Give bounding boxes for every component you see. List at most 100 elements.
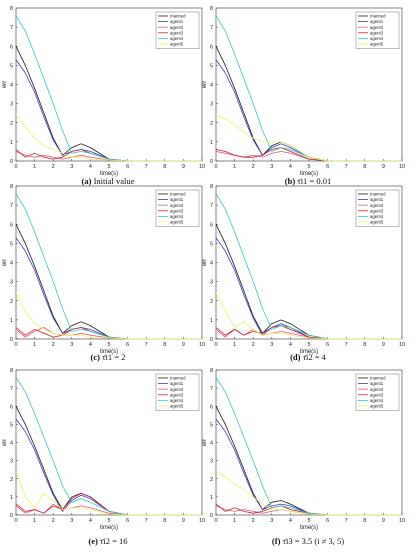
y-tick-label: 7	[210, 203, 213, 209]
x-axis-label: time(s)	[100, 171, 118, 177]
y-tick-label: 5	[10, 422, 13, 428]
legend-entry: agent2	[170, 203, 184, 208]
y-tick-label: 0	[210, 337, 213, 343]
legend-box	[355, 11, 400, 49]
y-tick-label: 8	[10, 6, 13, 12]
x-tick-label: 3	[270, 518, 273, 524]
y-tick-label: 2	[210, 299, 213, 305]
chart-panel-2: 0 1 2 3 4 5 6 7 8 9 10012345678time(s)errmannedage…	[202, 6, 405, 177]
y-tick-label: 4	[10, 83, 13, 89]
x-tick-label: 9	[182, 342, 185, 348]
caption-letter: (f)	[271, 536, 281, 546]
x-tick-label: 0	[14, 518, 17, 524]
x-tick-label: 2	[52, 342, 55, 348]
y-tick-label: 3	[210, 102, 213, 108]
y-tick-label: 4	[210, 261, 213, 267]
y-tick-label: 2	[10, 477, 13, 483]
caption-text: τ̄i2 = 4	[302, 352, 326, 362]
x-tick-label: 8	[363, 342, 366, 348]
legend-entry: manned	[170, 192, 186, 197]
y-tick-label: 6	[210, 222, 213, 228]
y-tick-label: 0	[10, 337, 13, 343]
legend-box	[355, 189, 400, 227]
legend-entry: agent4	[170, 398, 184, 403]
y-tick-label: 3	[10, 459, 13, 465]
y-tick-label: 2	[10, 299, 13, 305]
series-line-agent5	[15, 114, 202, 162]
legend-entry: agent1	[370, 19, 384, 24]
x-tick-label: 4	[89, 342, 92, 348]
y-tick-label: 4	[10, 261, 13, 267]
x-tick-label: 0	[214, 518, 217, 524]
x-tick-label: 5	[107, 342, 110, 348]
x-tick-label: 6	[126, 342, 129, 348]
legend-entry: agent3	[370, 208, 384, 213]
legend-entry: agent4	[370, 214, 384, 219]
x-tick-label: 4	[289, 518, 292, 524]
y-tick-label: 7	[210, 25, 213, 31]
x-tick-label: 9	[182, 164, 185, 170]
legend-entry: agent5	[370, 42, 384, 47]
x-axis-label: time(s)	[300, 525, 318, 531]
x-tick-label: 4	[289, 164, 292, 170]
x-tick-label: 10	[399, 164, 405, 170]
y-tick-label: 8	[10, 184, 13, 190]
series-line-agent5	[215, 292, 402, 340]
y-tick-label: 3	[210, 280, 213, 286]
y-tick-label: 0	[10, 159, 13, 165]
y-tick-label: 1	[210, 318, 213, 324]
legend-entry: agent2	[370, 25, 384, 30]
x-tick-label: 5	[107, 164, 110, 170]
series-line-agent5	[15, 471, 202, 516]
x-tick-label: 10	[199, 342, 205, 348]
legend-box	[155, 189, 200, 227]
x-tick-label: 1	[33, 342, 36, 348]
legend-box	[155, 373, 200, 411]
y-tick-label: 2	[210, 121, 213, 127]
legend-box	[355, 373, 400, 411]
y-tick-label: 1	[210, 140, 213, 146]
x-tick-label: 2	[52, 518, 55, 524]
x-tick-label: 7	[345, 342, 348, 348]
caption-text: τ̄i2 = 16	[99, 536, 128, 546]
legend-entry: manned	[370, 14, 386, 19]
x-tick-label: 1	[233, 518, 236, 524]
legend-entry: agent4	[370, 398, 384, 403]
legend-box	[155, 11, 200, 49]
legend-entry: manned	[370, 376, 386, 381]
x-tick-label: 8	[163, 342, 166, 348]
legend-entry: agent5	[170, 220, 184, 225]
x-tick-label: 3	[270, 342, 273, 348]
x-tick-label: 6	[126, 518, 129, 524]
caption-text: τ̄i1 = 2	[102, 352, 126, 362]
y-tick-label: 7	[10, 25, 13, 31]
legend-entry: agent2	[170, 25, 184, 30]
x-tick-label: 8	[363, 518, 366, 524]
legend-entry: agent1	[370, 381, 384, 386]
x-tick-label: 10	[199, 164, 205, 170]
legend-entry: agent2	[370, 387, 384, 392]
legend-entry: agent5	[170, 404, 184, 409]
legend-entry: agent3	[170, 30, 184, 35]
y-tick-label: 0	[210, 513, 213, 519]
legend-entry: manned	[170, 376, 186, 381]
y-tick-label: 3	[10, 102, 13, 108]
caption-letter: (e)	[88, 536, 98, 546]
y-tick-label: 1	[10, 140, 13, 146]
x-tick-label: 9	[382, 342, 385, 348]
y-tick-label: 6	[10, 44, 13, 50]
legend-entry: agent4	[170, 36, 184, 41]
x-tick-label: 3	[70, 342, 73, 348]
x-tick-label: 6	[326, 342, 329, 348]
legend-entry: agent1	[170, 19, 184, 24]
x-tick-label: 2	[252, 164, 255, 170]
legend-entry: agent1	[170, 381, 184, 386]
y-tick-label: 7	[10, 386, 13, 392]
caption-text: τ̄i1 = 0.01	[297, 176, 332, 186]
x-tick-label: 9	[382, 518, 385, 524]
x-tick-label: 1	[33, 518, 36, 524]
y-axis-label: err	[2, 439, 8, 446]
x-tick-label: 7	[145, 342, 148, 348]
x-tick-label: 5	[307, 342, 310, 348]
